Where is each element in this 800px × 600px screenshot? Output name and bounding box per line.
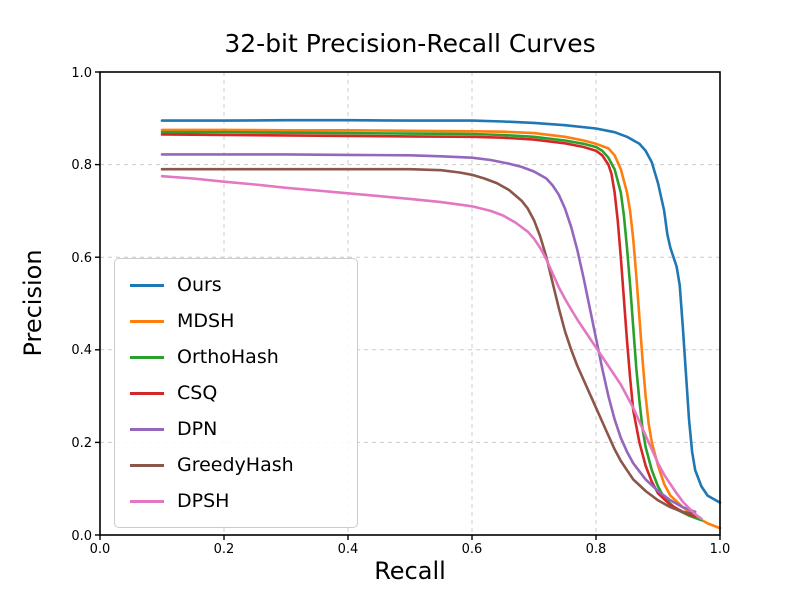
legend-line-swatch — [130, 355, 164, 359]
tick-marks — [95, 71, 721, 540]
legend-label: OrthoHash — [177, 346, 279, 368]
y-tick-labels: 0.0 0.2 0.4 0.6 0.8 1.0 — [71, 66, 92, 544]
legend-line-swatch — [130, 391, 164, 395]
series-line-GreedyHash — [160, 167, 697, 516]
legend-item: CSQ — [130, 380, 342, 406]
series-line-CSQ — [160, 133, 697, 518]
y-tick-label: 0.4 — [71, 343, 92, 358]
x-tick-label: 1.0 — [710, 542, 731, 557]
legend-label: MDSH — [177, 310, 235, 332]
axes-spines — [99, 71, 721, 536]
y-tick-label: 0.0 — [71, 529, 92, 544]
legend-item: OrthoHash — [130, 344, 342, 370]
series-line-Ours — [160, 118, 722, 504]
series-line-OrthoHash — [160, 130, 703, 522]
series-line-DPN — [160, 153, 697, 514]
legend-label: DPSH — [177, 490, 230, 512]
legend: Ours MDSH OrthoHash CSQ DPN GreedyHash D… — [114, 258, 358, 528]
legend-line-swatch — [130, 427, 164, 431]
y-tick-label: 0.2 — [71, 436, 92, 451]
legend-line-swatch — [130, 463, 164, 467]
x-tick-label: 0.8 — [586, 542, 607, 557]
y-tick-label: 0.8 — [71, 158, 92, 173]
x-tick-label: 0.4 — [338, 542, 359, 557]
legend-label: Ours — [177, 274, 222, 296]
legend-line-swatch — [130, 319, 164, 323]
curves — [160, 118, 722, 530]
y-tick-label: 0.6 — [71, 251, 92, 266]
legend-line-swatch — [130, 283, 164, 287]
legend-item: MDSH — [130, 308, 342, 334]
x-tick-label: 0.2 — [214, 542, 235, 557]
series-line-DPSH — [160, 174, 703, 521]
x-axis-label: Recall — [374, 557, 446, 585]
legend-label: DPN — [177, 418, 218, 440]
y-tick-label: 1.0 — [71, 66, 92, 81]
legend-label: GreedyHash — [177, 454, 294, 476]
series-line-MDSH — [160, 128, 722, 530]
legend-line-swatch — [130, 499, 164, 503]
legend-item: DPSH — [130, 488, 342, 514]
legend-item: DPN — [130, 416, 342, 442]
x-tick-label: 0.6 — [462, 542, 483, 557]
legend-label: CSQ — [177, 382, 218, 404]
chart-title: 32-bit Precision-Recall Curves — [224, 29, 596, 58]
legend-item: Ours — [130, 272, 342, 298]
x-tick-labels: 0.0 0.2 0.4 0.6 0.8 1.0 — [90, 542, 731, 557]
x-tick-label: 0.0 — [90, 542, 111, 557]
legend-item: GreedyHash — [130, 452, 342, 478]
